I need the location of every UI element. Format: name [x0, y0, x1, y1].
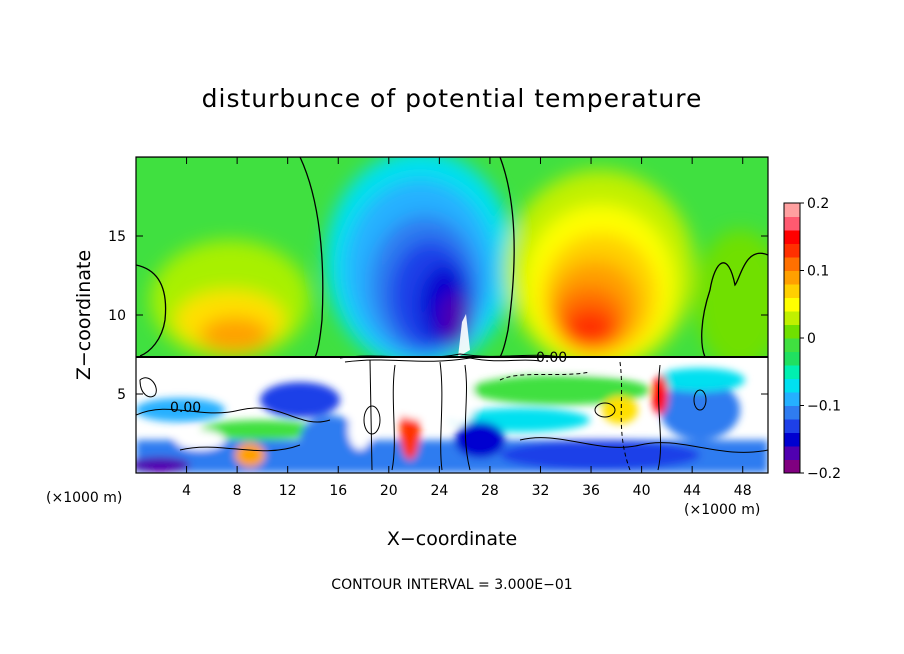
lower-field: [136, 357, 768, 473]
x-unit-label-right: (×1000 m): [684, 502, 761, 518]
x-tick-label: 48: [734, 483, 752, 499]
colorbar-cell: [784, 324, 800, 339]
x-tick-label: 8: [233, 483, 242, 499]
colorbar-tick-label: −0.1: [807, 399, 841, 415]
colorbar-cell: [784, 392, 800, 406]
colorbar-tick-label: −0.2: [807, 466, 841, 482]
colorbar-cell: [784, 243, 800, 258]
colorbar-cell: [784, 351, 800, 366]
chart-title: disturbunce of potential temperature: [201, 84, 703, 113]
y-tick-label: 10: [108, 308, 126, 324]
contour-label-1: 0.00: [536, 350, 567, 366]
y-axis-label: Z−coordinate: [73, 249, 95, 381]
colorbar-tick-label: 0.1: [807, 264, 829, 280]
colorbar-cell: [784, 446, 800, 460]
colorbar: 0.2 0.1 0 −0.1 −0.2: [783, 196, 841, 482]
y-axis: 5 10 15: [108, 229, 768, 403]
y-tick-label: 15: [108, 229, 126, 245]
colorbar-cell: [784, 257, 800, 271]
colorbar-cell: [784, 284, 800, 298]
colorbar-cell: [784, 230, 800, 244]
colorbar-cell: [784, 419, 800, 433]
x-tick-label: 24: [430, 483, 448, 499]
x-tick-label: 32: [532, 483, 550, 499]
colorbar-tick-label: 0.2: [807, 196, 829, 212]
colorbar-cell: [784, 203, 800, 217]
x-tick-label: 40: [633, 483, 651, 499]
contour-interval-note: CONTOUR INTERVAL = 3.000E−01: [331, 577, 573, 593]
colorbar-cell: [784, 459, 800, 474]
x-tick-label: 12: [279, 483, 297, 499]
heatmap-field: 0.00 0.00: [135, 156, 769, 474]
x-axis: 4 8 12 16 20 24 28 32 36 40 44 48: [182, 157, 752, 499]
x-tick-label: 36: [582, 483, 600, 499]
x-tick-label: 28: [481, 483, 499, 499]
colorbar-cell: [784, 378, 800, 393]
colorbar-cell: [784, 297, 800, 312]
contour-cluster: [339, 353, 561, 363]
upper-field: [136, 157, 768, 357]
x-tick-label: 16: [329, 483, 347, 499]
x-unit-label-left: (×1000 m): [46, 490, 123, 506]
x-tick-label: 4: [182, 483, 191, 499]
colorbar-cell: [784, 270, 800, 285]
contour-label-2: 0.00: [170, 400, 201, 416]
colorbar-tick-label: 0: [807, 331, 816, 347]
colorbar-cell: [784, 405, 800, 420]
x-tick-label: 44: [683, 483, 701, 499]
colorbar-cell: [784, 338, 800, 352]
x-tick-label: 20: [380, 483, 398, 499]
colorbar-cell: [784, 365, 800, 379]
colorbar-cell: [784, 216, 800, 231]
colorbar-cell: [784, 311, 800, 325]
y-tick-label: 5: [117, 387, 126, 403]
colorbar-cell: [784, 432, 800, 447]
x-axis-label: X−coordinate: [386, 528, 518, 550]
